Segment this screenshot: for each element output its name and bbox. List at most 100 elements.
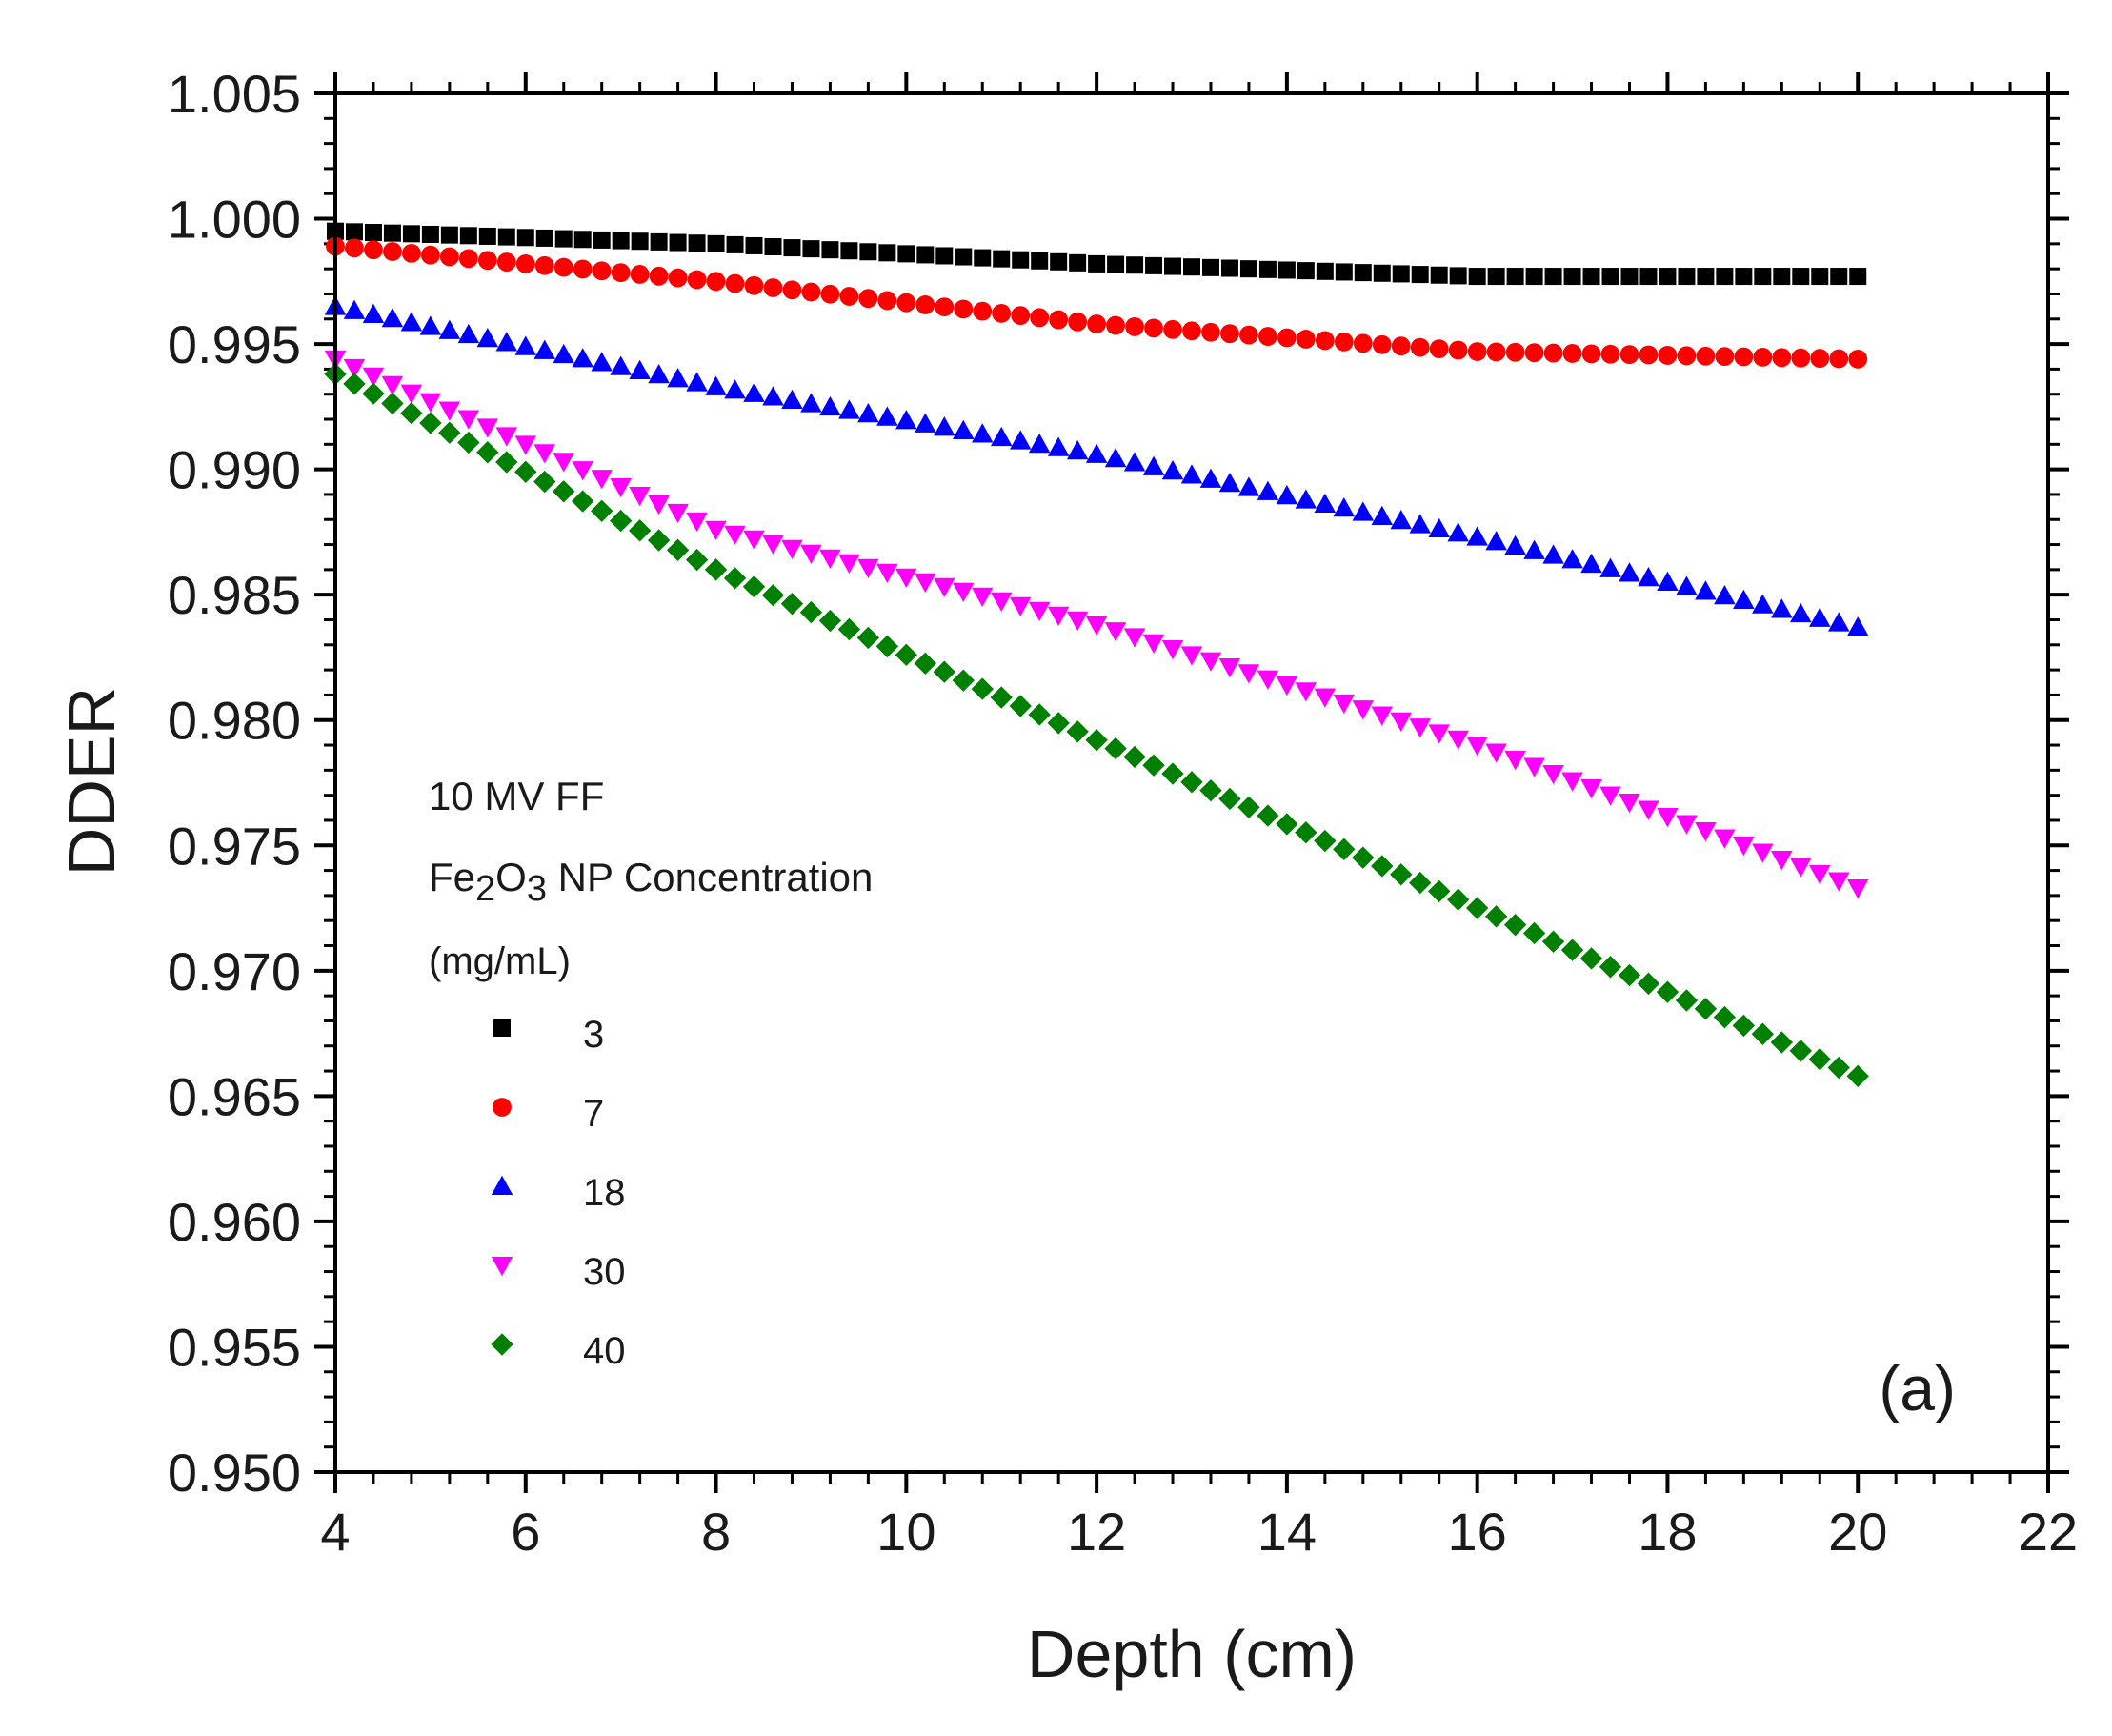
data-point [875, 635, 899, 658]
data-point [1429, 339, 1449, 358]
data-point [1257, 480, 1279, 500]
data-point [1371, 706, 1394, 726]
legend-marker [491, 1333, 513, 1356]
data-point [1066, 720, 1089, 743]
data-point [1428, 879, 1451, 903]
data-point [590, 499, 613, 523]
data-point [1354, 264, 1372, 282]
data-point [400, 312, 423, 332]
data-point [343, 299, 366, 319]
data-point [1752, 594, 1774, 614]
data-point [1239, 325, 1258, 345]
data-point [1239, 260, 1257, 278]
data-point [1809, 607, 1831, 627]
data-point [1104, 447, 1127, 468]
data-point [688, 234, 706, 252]
data-point [1411, 266, 1429, 284]
data-point [858, 289, 878, 309]
data-point [1295, 821, 1317, 844]
data-point [572, 348, 593, 368]
data-point [1466, 526, 1488, 546]
data-point [952, 669, 975, 692]
data-point [820, 284, 840, 304]
data-point [992, 303, 1012, 323]
data-point [1047, 436, 1070, 456]
data-point [611, 263, 631, 283]
data-point [591, 352, 613, 372]
data-point [1430, 266, 1448, 284]
data-point [1182, 321, 1201, 341]
data-point [897, 245, 915, 263]
data-point [1600, 344, 1620, 364]
data-point [1047, 606, 1070, 627]
data-point [647, 529, 671, 552]
data-point [1504, 751, 1526, 771]
data-point [1791, 348, 1811, 368]
legend: 10 MV FF Fe2O3 NP Concentration (mg/mL) … [429, 774, 873, 1372]
data-point [362, 367, 385, 388]
data-point [1446, 888, 1470, 911]
data-point [1579, 947, 1603, 970]
data-point [364, 224, 382, 242]
data-point [744, 275, 764, 295]
data-point [1031, 252, 1049, 270]
data-point [666, 538, 690, 562]
data-point [476, 441, 499, 464]
data-point [1695, 822, 1717, 842]
data-point [667, 503, 689, 524]
data-point [1009, 596, 1032, 617]
data-point [438, 421, 461, 444]
data-point [934, 577, 955, 598]
data-point [1657, 571, 1679, 592]
data-point [1047, 712, 1070, 735]
data-point [1599, 956, 1622, 979]
data-point [419, 412, 442, 434]
data-point [1163, 319, 1182, 339]
data-point [1716, 268, 1734, 286]
x-tick-label: 6 [511, 1502, 540, 1562]
data-point [1068, 312, 1088, 332]
data-point [631, 232, 649, 251]
data-point [592, 261, 612, 281]
data-point [514, 335, 537, 355]
data-point [1353, 333, 1373, 353]
data-point [612, 232, 630, 250]
data-point [458, 249, 478, 269]
data-point [1638, 567, 1659, 587]
data-point [1333, 838, 1356, 861]
data-point [1142, 455, 1165, 475]
legend-title-line-2: Fe2O3 NP Concentration [429, 855, 873, 909]
data-point [1561, 549, 1583, 569]
data-point [669, 233, 687, 252]
y-axis-title: DDER [54, 687, 129, 876]
data-point [971, 677, 994, 700]
data-point [1373, 264, 1391, 282]
data-point [591, 470, 613, 490]
data-point [400, 384, 423, 404]
data-point [629, 359, 651, 379]
data-point [1277, 328, 1297, 348]
data-point [1846, 1064, 1869, 1088]
data-point [1009, 430, 1032, 450]
data-point [439, 247, 459, 267]
data-point [649, 266, 669, 286]
data-point [1277, 261, 1296, 279]
data-point [1846, 616, 1869, 636]
data-point [1335, 263, 1353, 281]
data-point [1563, 268, 1581, 286]
legend-formula-base-1: Fe [429, 855, 475, 899]
data-point [668, 268, 688, 288]
data-point [1522, 921, 1546, 945]
data-point [1676, 575, 1698, 595]
data-point [1714, 829, 1736, 849]
data-point [421, 225, 439, 243]
data-point [1028, 703, 1051, 726]
data-point [1467, 342, 1487, 361]
data-point [1164, 257, 1182, 275]
data-point [1638, 800, 1659, 820]
data-point [723, 567, 747, 590]
data-point [1675, 989, 1699, 1012]
data-point [1581, 344, 1601, 364]
data-point [1542, 765, 1564, 785]
